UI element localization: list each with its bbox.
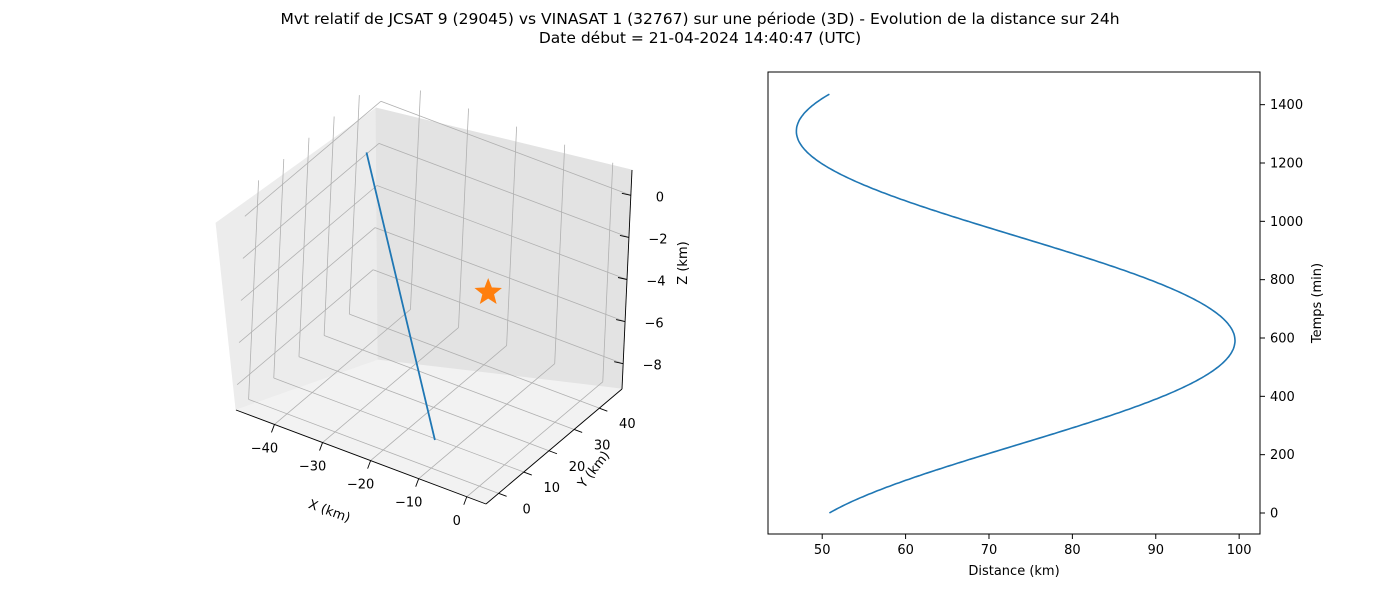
x-tick: [415, 478, 420, 487]
z-tick: [617, 277, 628, 280]
reference-star-marker: [474, 278, 502, 305]
z-tick-label: −4: [646, 275, 665, 290]
pane-back-xz: [375, 107, 633, 390]
grid-y-floor: [349, 313, 600, 409]
z-tick: [621, 192, 631, 196]
y-tick-label: 0: [522, 502, 530, 517]
pane-back-yz: [215, 107, 379, 411]
z-tick: [614, 361, 624, 365]
z-tick: [615, 319, 626, 323]
grid-z-side: [240, 185, 378, 301]
y-tick: [599, 407, 608, 412]
grid-y-floor: [273, 377, 524, 473]
grid-z-back: [376, 185, 628, 280]
y-tick-label: 400: [1270, 390, 1295, 405]
x-tick-label: −10: [395, 496, 422, 511]
x-axis-label: X (km): [306, 497, 352, 526]
y-tick-label: 800: [1270, 273, 1295, 288]
grid-y-floor: [324, 335, 575, 430]
y-tick-label: 40: [619, 417, 636, 432]
x-tick-label: 0: [453, 514, 461, 529]
figure-title: Mvt relatif de JCSAT 9 (29045) vs VINASA…: [0, 10, 1400, 48]
x-axis-label-distance: Distance (km): [968, 564, 1059, 579]
y-tick-label: 1400: [1270, 98, 1303, 113]
z-tick-label: 0: [656, 190, 664, 205]
z-tick: [619, 234, 630, 238]
x-tick-label: 100: [1227, 543, 1252, 558]
y-tick: [573, 429, 583, 433]
y-tick-label: 200: [1270, 448, 1295, 463]
trajectory-line: [365, 152, 436, 441]
x-axis-line: [235, 409, 487, 505]
grid-z-side: [242, 143, 380, 259]
y-axis-label-time: Temps (min): [1310, 263, 1325, 344]
x-tick-label: 50: [814, 543, 831, 558]
plot-area: [767, 71, 1261, 535]
series-3d: [365, 152, 502, 441]
x-tick-label: 90: [1147, 543, 1164, 558]
x-tick-label: 60: [897, 543, 914, 558]
grid-z-back: [380, 100, 631, 196]
x-tick-label: −30: [299, 460, 326, 475]
grid-z-back: [374, 227, 626, 322]
y-tick: [498, 492, 507, 497]
x-tick-label: −40: [251, 441, 278, 456]
y-tick-label: 10: [544, 481, 561, 496]
y-tick-label: 600: [1270, 332, 1295, 347]
grid-y-floor: [248, 398, 499, 494]
x-tick: [463, 496, 468, 505]
x-tick-label: 70: [981, 543, 998, 558]
grid-3d: [236, 90, 631, 498]
z-tick-label: −6: [644, 317, 663, 332]
title-line-2: Date début = 21-04-2024 14:40:47 (UTC): [538, 29, 862, 47]
grid-z-back: [378, 143, 630, 238]
y-tick-label: 0: [1270, 507, 1278, 522]
z-tick-label: −2: [648, 232, 667, 247]
distance-curve: [795, 93, 1236, 514]
y-tick-label: 30: [594, 438, 611, 453]
z-tick-label: −8: [643, 359, 662, 374]
x-tick: [319, 442, 323, 451]
grid-z-back: [373, 269, 624, 365]
y-tick-label: 1200: [1270, 157, 1303, 172]
grid-y-floor: [298, 356, 550, 452]
x-tick: [367, 460, 372, 469]
grid-z-side: [244, 100, 382, 217]
grid-z-side: [238, 227, 376, 343]
x-tick-label: 80: [1064, 543, 1081, 558]
z-axis-label: Z (km): [676, 241, 691, 284]
x-tick-label: −20: [347, 478, 374, 493]
y-tick-label: 1000: [1270, 215, 1303, 230]
x-tick: [271, 424, 275, 433]
title-line-1: Mvt relatif de JCSAT 9 (29045) vs VINASA…: [280, 10, 1120, 28]
y-tick: [523, 471, 532, 476]
grid-z-side: [236, 269, 374, 386]
y-tick: [548, 450, 558, 455]
y-tick-label: 20: [569, 460, 586, 475]
